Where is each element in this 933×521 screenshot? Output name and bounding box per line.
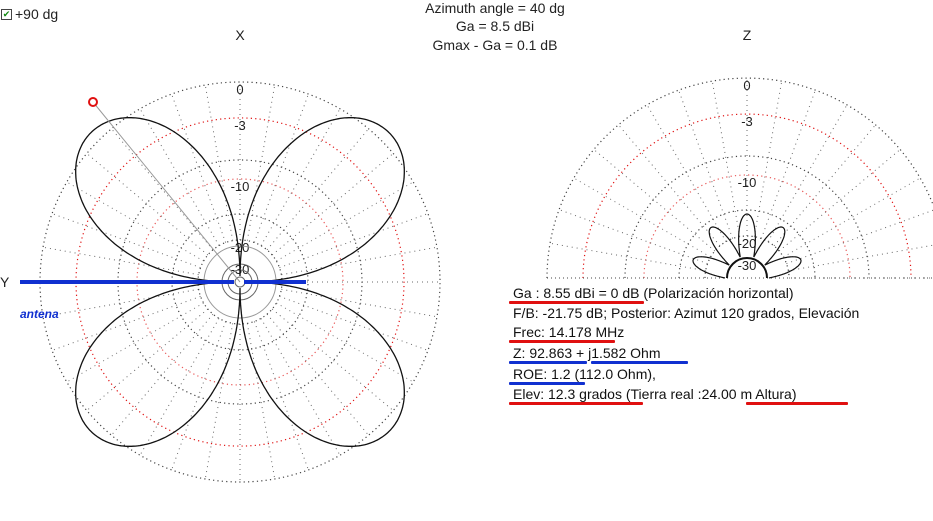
az-spoke bbox=[111, 313, 214, 436]
info-elevation: Elev: 12.3 grados (Tierra real :24.00 m … bbox=[513, 386, 797, 402]
elevation-plot: 0 -3 -10 -20 -30 Z bbox=[546, 27, 933, 279]
axis-z-label: Z bbox=[743, 27, 752, 43]
el-radiation-pattern bbox=[692, 213, 802, 279]
az-spoke bbox=[260, 318, 341, 456]
underline-z-imag bbox=[591, 361, 688, 364]
el-spoke bbox=[711, 80, 741, 237]
info-front-back: F/B: -21.75 dB; Posterior: Azimut 120 gr… bbox=[513, 305, 860, 321]
az-ring-label: 0 bbox=[236, 82, 243, 97]
underline-height bbox=[746, 402, 848, 405]
el-minus3-ring bbox=[582, 113, 912, 279]
axis-y-label: Y bbox=[0, 274, 10, 290]
el-ring-label: 0 bbox=[743, 78, 750, 93]
gmax-diff-text: Gmax - Ga = 0.1 dB bbox=[432, 37, 558, 53]
az-spoke bbox=[171, 93, 227, 243]
el-grid-ring bbox=[704, 235, 790, 279]
info-gain: Ga : 8.55 dBi = 0 dB (Polarización horiz… bbox=[513, 285, 794, 301]
az-ring-label: -20 bbox=[231, 240, 250, 255]
el-spoke bbox=[783, 177, 921, 258]
az-spoke bbox=[279, 295, 429, 351]
az-minus3-ring bbox=[75, 117, 405, 447]
az-marker-line bbox=[92, 101, 241, 283]
az-spoke bbox=[204, 323, 234, 480]
antenna-label: antena bbox=[20, 307, 59, 321]
az-ring-label: -3 bbox=[234, 118, 246, 133]
el-spoke bbox=[778, 149, 901, 252]
el-grid-ring bbox=[624, 155, 870, 279]
az-spoke bbox=[253, 93, 309, 243]
underline-swr bbox=[509, 382, 585, 385]
az-minus10-ring bbox=[136, 178, 344, 386]
az-spoke bbox=[281, 288, 438, 318]
el-ring-label: -3 bbox=[741, 114, 753, 129]
plus90-checkbox[interactable]: ✔ bbox=[1, 8, 12, 20]
underline-elevation bbox=[509, 402, 643, 405]
el-ring-label: -10 bbox=[738, 175, 757, 190]
el-spoke bbox=[549, 242, 706, 272]
el-spoke bbox=[760, 89, 816, 239]
underline-z-real bbox=[509, 361, 587, 364]
info-impedance: Z: 92.863 + j1.582 Ohm bbox=[513, 345, 661, 361]
az-spoke bbox=[42, 246, 199, 276]
el-spoke bbox=[618, 124, 721, 247]
el-spoke bbox=[788, 244, 933, 272]
az-spoke bbox=[139, 318, 220, 456]
info-frequency: Frec: 14.178 MHz bbox=[513, 324, 625, 340]
az-spoke bbox=[271, 153, 394, 256]
azimuth-angle-text: Azimuth angle = 40 dg bbox=[425, 0, 565, 16]
az-spoke bbox=[266, 313, 369, 436]
plus90-checkbox-row[interactable]: ✔ +90 dg bbox=[0, 6, 58, 22]
az-spoke bbox=[246, 323, 276, 480]
az-spoke bbox=[204, 84, 234, 241]
el-grid-ring bbox=[546, 77, 933, 279]
az-spoke bbox=[171, 321, 227, 471]
az-spoke bbox=[86, 308, 209, 411]
el-spoke bbox=[767, 104, 848, 242]
el-inner-arc bbox=[726, 257, 768, 279]
az-marker-point bbox=[88, 97, 98, 107]
az-spoke bbox=[281, 246, 438, 276]
el-spoke bbox=[678, 89, 734, 239]
el-spoke bbox=[773, 124, 876, 247]
az-spoke bbox=[111, 128, 214, 251]
az-spoke bbox=[271, 308, 394, 411]
az-spoke bbox=[279, 213, 429, 269]
el-spoke bbox=[786, 209, 933, 265]
axis-x-label: X bbox=[235, 27, 245, 43]
el-spoke bbox=[646, 104, 727, 242]
el-ring-label: -20 bbox=[738, 236, 757, 251]
az-spoke bbox=[51, 213, 201, 269]
el-spoke bbox=[593, 149, 716, 252]
plus90-checkbox-label: +90 dg bbox=[15, 6, 59, 22]
az-spoke bbox=[139, 108, 220, 246]
az-ring-label: -10 bbox=[231, 179, 250, 194]
az-spoke bbox=[51, 295, 201, 351]
az-spoke bbox=[260, 108, 341, 246]
az-spoke bbox=[266, 128, 369, 251]
az-spoke bbox=[253, 321, 309, 471]
underline-frequency bbox=[509, 340, 615, 343]
el-spoke bbox=[558, 209, 708, 265]
underline-gain bbox=[509, 301, 644, 304]
info-swr: ROE: 1.2 (112.0 Ohm), bbox=[513, 366, 656, 382]
el-ring-label: -30 bbox=[738, 258, 757, 273]
gain-text: Ga = 8.5 dBi bbox=[455, 18, 535, 34]
